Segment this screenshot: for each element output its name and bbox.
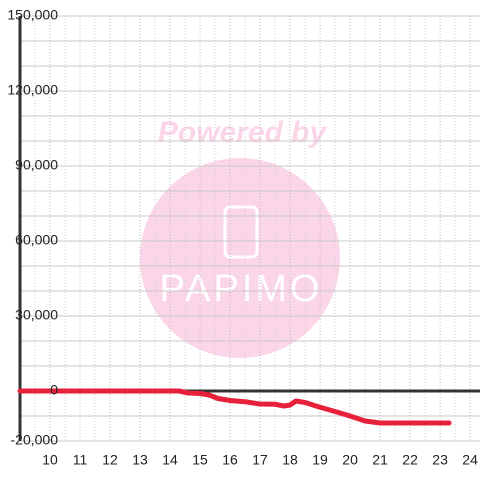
x-tick-label: 10 — [42, 452, 58, 468]
x-tick-label: 22 — [402, 452, 418, 468]
x-tick-label: 21 — [372, 452, 388, 468]
y-tick-label: 90,000 — [15, 157, 58, 173]
line-series — [17, 388, 452, 426]
x-tick-label: 13 — [132, 452, 148, 468]
y-tick-label: 60,000 — [15, 232, 58, 248]
watermark-brand: PAPIMO — [160, 268, 323, 310]
x-tick-label: 19 — [312, 452, 328, 468]
x-tick-label: 11 — [73, 452, 88, 468]
watermark: Powered by PAPIMO — [140, 116, 340, 358]
y-tick-label: 0 — [50, 382, 58, 398]
marks — [17, 388, 452, 426]
grid — [18, 15, 480, 442]
x-tick-label: 15 — [192, 452, 208, 468]
y-tick-label: -20,000 — [11, 432, 59, 448]
x-tick-label: 14 — [162, 452, 178, 468]
x-tick-label: 17 — [252, 452, 268, 468]
x-tick-label: 23 — [432, 452, 448, 468]
y-tick-label: 150,000 — [7, 7, 58, 23]
y-tick-label: 30,000 — [15, 307, 58, 323]
x-tick-label: 20 — [342, 452, 358, 468]
watermark-icon — [223, 205, 259, 259]
x-tick-label: 18 — [282, 452, 298, 468]
x-tick-label: 24 — [462, 452, 478, 468]
watermark-top: Powered by — [158, 116, 328, 149]
x-tick-label: 12 — [102, 452, 118, 468]
y-tick-label: 120,000 — [7, 82, 58, 98]
x-tick-label: 16 — [222, 452, 238, 468]
